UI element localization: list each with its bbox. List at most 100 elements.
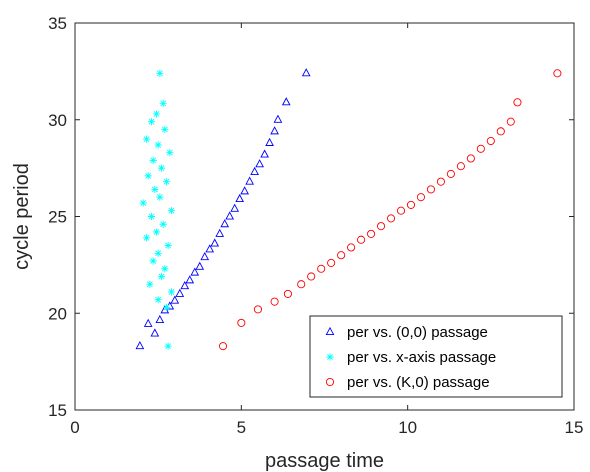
data-point-triangle (265, 137, 274, 146)
data-point-circle (218, 342, 228, 351)
data-point-asterisk (159, 99, 167, 107)
data-point-asterisk (167, 207, 176, 215)
data-point-triangle (235, 193, 245, 203)
y-tick-label: 25 (48, 208, 67, 227)
data-point-triangle (301, 68, 311, 77)
data-point-circle (436, 177, 445, 186)
legend-box (309, 315, 563, 398)
y-tick-label: 30 (48, 111, 67, 130)
data-point-circle (466, 154, 475, 163)
series-asterisk (139, 69, 176, 350)
x-tick-label: 0 (70, 418, 79, 437)
data-point-asterisk (142, 234, 151, 242)
data-point-circle (347, 243, 356, 252)
data-point-triangle (210, 238, 220, 247)
data-point-triangle (143, 318, 153, 327)
data-point-triangle (245, 176, 255, 185)
legend-item-label: per vs. x-axis passage (347, 349, 496, 366)
data-point-asterisk (166, 149, 174, 157)
data-point-asterisk (164, 342, 172, 350)
data-point-asterisk (161, 265, 169, 273)
data-point-asterisk (157, 272, 166, 281)
data-point-circle (237, 318, 246, 327)
data-point-asterisk (159, 220, 167, 228)
data-point-asterisk (146, 280, 154, 288)
data-points (135, 68, 562, 351)
data-point-triangle (150, 328, 160, 337)
data-point-circle (337, 251, 346, 260)
legend-item-label: per vs. (0,0) passage (347, 324, 488, 341)
data-point-asterisk (149, 257, 157, 265)
data-point-triangle (230, 203, 240, 212)
data-point-circle (456, 162, 465, 171)
data-point-circle (496, 127, 505, 136)
data-point-triangle (185, 275, 195, 284)
data-point-asterisk (147, 212, 156, 221)
data-point-triangle (225, 211, 235, 220)
data-point-circle (377, 222, 386, 231)
data-point-circle (406, 200, 416, 209)
data-point-circle (367, 229, 376, 238)
data-point-triangle (270, 126, 279, 135)
data-point-asterisk (147, 118, 156, 126)
data-point-circle (283, 289, 292, 298)
data-point-asterisk (152, 110, 161, 118)
data-point-triangle (250, 166, 259, 175)
data-point-circle (270, 297, 279, 306)
data-point-triangle (205, 244, 215, 253)
y-tick-label: 20 (48, 304, 67, 323)
data-point-triangle (180, 281, 190, 290)
y-axis-label: cycle period (11, 163, 33, 270)
data-point-circle (476, 144, 485, 153)
data-point-asterisk (154, 141, 162, 149)
series-circle (218, 69, 562, 351)
series-triangle (135, 68, 311, 350)
data-point-triangle (220, 219, 230, 228)
x-axis-label: passage time (265, 450, 384, 472)
data-point-triangle (255, 159, 264, 168)
data-point-asterisk (149, 156, 157, 164)
data-point-asterisk (156, 193, 164, 201)
data-point-circle (357, 235, 366, 244)
data-point-triangle (170, 295, 180, 304)
data-point-circle (513, 98, 522, 107)
x-tick-label: 5 (237, 418, 246, 437)
data-point-triangle (273, 114, 283, 123)
data-point-circle (297, 280, 306, 289)
x-tick-label: 10 (398, 418, 417, 437)
data-point-circle (506, 117, 515, 126)
data-point-triangle (135, 340, 145, 350)
data-point-asterisk (157, 164, 166, 172)
data-point-circle (253, 305, 263, 314)
data-point-triangle (200, 251, 210, 261)
data-point-asterisk (151, 185, 159, 194)
data-point-triangle (195, 261, 205, 270)
legend-item-label: per vs. (K,0) passage (347, 374, 490, 391)
data-point-triangle (190, 267, 200, 276)
data-point-triangle (281, 97, 291, 106)
data-point-asterisk (162, 178, 171, 186)
data-point-circle (446, 169, 455, 178)
legend: per vs. (0,0) passage per vs. x-axis pass… (309, 315, 563, 398)
data-point-circle (317, 264, 326, 273)
data-point-asterisk (161, 125, 169, 134)
data-point-triangle (175, 288, 185, 297)
data-point-triangle (240, 186, 250, 195)
y-tick-label: 35 (48, 14, 67, 33)
data-point-circle (396, 206, 406, 215)
data-point-circle (307, 272, 316, 281)
data-point-asterisk (164, 241, 172, 250)
axis-ticks: 0 5 10 15 15 20 25 30 35 (48, 14, 583, 437)
legend-asterisk-icon (326, 353, 334, 361)
data-point-circle (486, 136, 495, 146)
data-point-circle (386, 214, 396, 223)
data-point-asterisk (154, 296, 162, 304)
data-point-asterisk (156, 69, 164, 77)
data-point-circle (553, 69, 562, 78)
legend-triangle-icon (325, 326, 335, 335)
data-point-triangle (260, 149, 269, 158)
data-point-asterisk (167, 288, 176, 296)
data-point-asterisk (139, 199, 147, 207)
data-point-asterisk (154, 249, 162, 257)
